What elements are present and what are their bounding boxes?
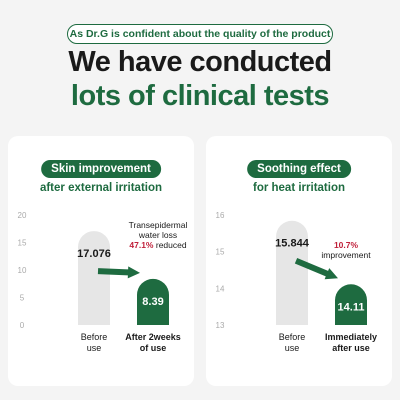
bar-value-label: 15.844 — [275, 238, 310, 250]
annotation-highlight: 10.7% — [334, 240, 359, 250]
y-tick-label: 15 — [216, 248, 225, 257]
category-label: use — [87, 343, 102, 353]
y-tick-label: 10 — [18, 266, 27, 275]
y-tick-label: 20 — [18, 211, 27, 220]
category-label: Immediately — [325, 332, 377, 342]
category-label: Before — [279, 332, 306, 342]
bar-after — [335, 284, 367, 325]
category-label: use — [285, 343, 300, 353]
y-tick-label: 0 — [20, 321, 25, 330]
y-tick-label: 14 — [216, 284, 225, 293]
headline-line-1: We have conducted — [68, 46, 332, 78]
trend-arrow — [294, 257, 338, 280]
y-tick-label: 16 — [216, 211, 225, 220]
category-label: after use — [332, 343, 370, 353]
bar-before — [78, 231, 110, 325]
annotation-text: Transepidermal — [129, 220, 188, 230]
bar-value-label: 17.076 — [77, 248, 111, 260]
bar-after — [137, 278, 169, 325]
annotation-highlight: 47.1% — [129, 240, 154, 250]
bar-value-label: 8.39 — [142, 296, 163, 308]
chart-title: Soothing effect — [247, 160, 351, 178]
category-label: After 2weeks — [125, 332, 181, 342]
annotation-suffix: reduced — [154, 240, 187, 250]
chart-subtitle: for heat irritation — [252, 182, 345, 194]
bar-before — [276, 220, 308, 325]
headline-line-2: lots of clinical tests — [70, 80, 330, 112]
top-badge: As Dr.G is confident about the quality o… — [67, 24, 333, 44]
chart-card-skin-improvement: Skin improvement after external irritati… — [8, 136, 194, 386]
category-label: of use — [140, 343, 167, 353]
chart-title: Skin improvement — [41, 160, 161, 178]
trend-arrow — [97, 266, 140, 279]
category-label: Before — [81, 332, 108, 342]
annotation-text: water loss — [138, 230, 177, 240]
annotation-suffix: improvement — [321, 250, 371, 260]
chart-card-soothing-effect: Soothing effect for heat irritation 13 14… — [206, 136, 392, 386]
chart-subtitle: after external irritation — [39, 182, 163, 194]
y-tick-label: 15 — [18, 239, 27, 248]
y-tick-label: 5 — [20, 294, 25, 303]
y-tick-label: 13 — [216, 321, 225, 330]
annotation-text: 47.1% reduced — [129, 240, 186, 250]
bar-value-label: 14.11 — [338, 301, 365, 313]
